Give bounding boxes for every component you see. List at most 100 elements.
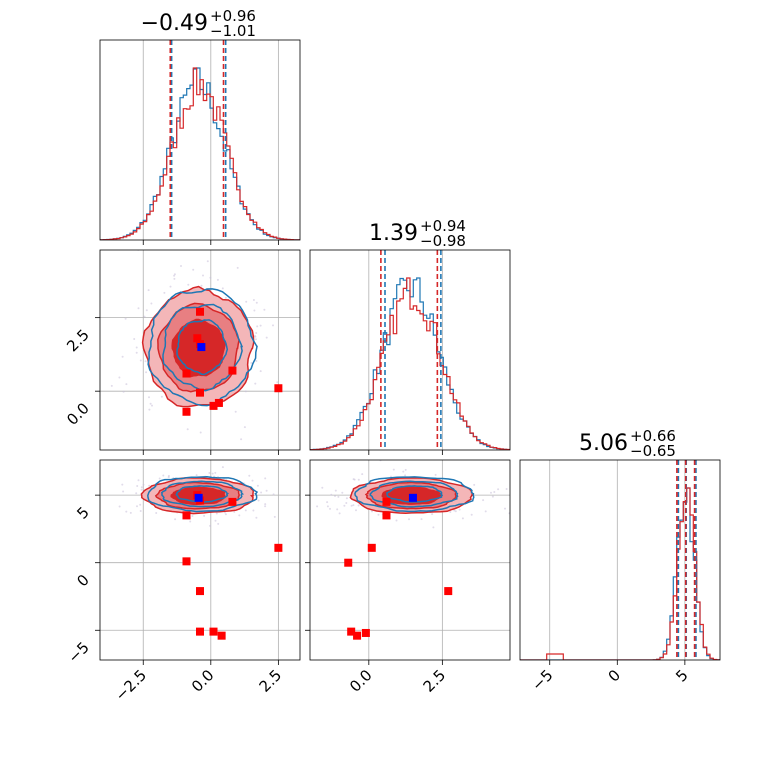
- sample-dot: [221, 287, 224, 290]
- x-tick-label: 0.0: [188, 666, 218, 696]
- red-marker: [196, 388, 204, 397]
- sample-dot: [253, 309, 256, 312]
- sample-dot: [191, 515, 194, 517]
- x-tick-label: 0: [605, 666, 624, 685]
- title-lower-error: −0.98: [420, 232, 466, 250]
- sample-dot: [490, 491, 492, 494]
- panel-border: [309, 249, 511, 451]
- sample-dot: [336, 508, 339, 511]
- sample-dot: [420, 518, 423, 521]
- sample-dot: [202, 274, 204, 277]
- sample-dot: [260, 491, 263, 494]
- sample-dot: [173, 274, 176, 277]
- sample-dot: [203, 514, 206, 517]
- blue-marker: [408, 493, 417, 502]
- sample-dot: [257, 499, 260, 502]
- sample-dot: [244, 390, 247, 393]
- sample-dot: [189, 520, 192, 523]
- sample-dot: [251, 479, 254, 482]
- sample-dot: [256, 484, 259, 487]
- red-marker: [367, 543, 376, 552]
- sample-dot: [326, 505, 329, 508]
- sample-dot: [143, 315, 146, 318]
- sample-dot: [224, 296, 227, 299]
- sample-dot: [163, 291, 166, 294]
- sample-dot: [158, 477, 161, 480]
- blue-contour-level-2: [369, 480, 459, 508]
- sample-dot: [316, 505, 319, 508]
- red-marker: [382, 511, 391, 520]
- sample-dot: [493, 491, 496, 493]
- y-tick-label: −5: [64, 638, 92, 666]
- blue-contour-level-1: [354, 476, 475, 513]
- red-marker: [353, 631, 362, 640]
- sample-dot: [125, 510, 128, 513]
- red-marker: [182, 511, 191, 520]
- red-marker: [344, 558, 353, 567]
- sample-dot: [86, 359, 88, 361]
- sample-dot: [272, 324, 274, 327]
- blue-marker: [194, 493, 203, 502]
- title-value: 1.39: [369, 221, 418, 246]
- panel-border: [519, 459, 721, 661]
- sample-dot: [255, 301, 258, 304]
- sample-dot: [461, 517, 464, 520]
- hist-panel-2: [309, 249, 511, 451]
- panel-title-3: 5.06 +0.66−0.65: [579, 427, 676, 460]
- sample-dot: [497, 488, 500, 491]
- sample-dot: [240, 438, 243, 441]
- sample-dot: [180, 265, 182, 267]
- sample-dot: [64, 493, 66, 495]
- sample-dot: [150, 302, 153, 305]
- title-upper-error: +0.66: [630, 427, 676, 445]
- sample-dot: [121, 355, 124, 358]
- sample-dot: [173, 277, 176, 280]
- sample-dot: [118, 376, 121, 379]
- sample-dot: [137, 307, 140, 310]
- sample-dot: [484, 510, 487, 513]
- red-marker: [214, 398, 223, 407]
- blue-marker: [197, 343, 206, 352]
- sample-dot: [224, 513, 227, 516]
- sample-dot: [404, 468, 407, 471]
- sample-dot: [473, 483, 476, 486]
- title-lower-error: −0.65: [630, 442, 676, 460]
- sample-dot: [321, 486, 324, 489]
- sample-dot: [255, 516, 258, 519]
- sample-dot: [252, 299, 255, 301]
- blue-contour-level-3: [175, 485, 229, 503]
- sample-dot: [214, 519, 217, 522]
- x-tick-label: 0.0: [346, 666, 376, 696]
- sample-dot: [135, 346, 138, 349]
- sample-dot: [255, 360, 258, 362]
- sample-dot: [238, 514, 241, 517]
- sample-dot: [209, 524, 212, 527]
- red-marker: [196, 627, 204, 636]
- sample-dot: [208, 472, 211, 474]
- sample-dot: [345, 497, 348, 500]
- sample-dot: [121, 483, 124, 486]
- sample-dot: [145, 309, 148, 312]
- sample-dot: [243, 426, 246, 429]
- sample-dot: [173, 273, 176, 276]
- sample-dot: [125, 383, 128, 386]
- panel-border: [99, 39, 301, 241]
- sample-dot: [343, 504, 346, 507]
- sample-dot: [199, 431, 202, 434]
- sample-dot: [276, 381, 279, 384]
- red-marker: [274, 384, 283, 393]
- sample-dot: [256, 325, 259, 328]
- sample-dot: [214, 471, 217, 474]
- sample-dot: [244, 509, 247, 512]
- red-marker: [209, 627, 218, 636]
- sample-dot: [122, 490, 125, 493]
- sample-dot: [253, 334, 256, 337]
- hist-panel-1: [99, 39, 301, 241]
- x-tick-label: −2.5: [112, 666, 150, 704]
- sample-dot: [371, 510, 373, 513]
- x-tick-label: −5: [528, 666, 556, 694]
- title-value: −0.49: [141, 11, 208, 36]
- sample-dot: [350, 504, 353, 507]
- sample-dot: [458, 508, 461, 511]
- sample-dot: [118, 505, 121, 508]
